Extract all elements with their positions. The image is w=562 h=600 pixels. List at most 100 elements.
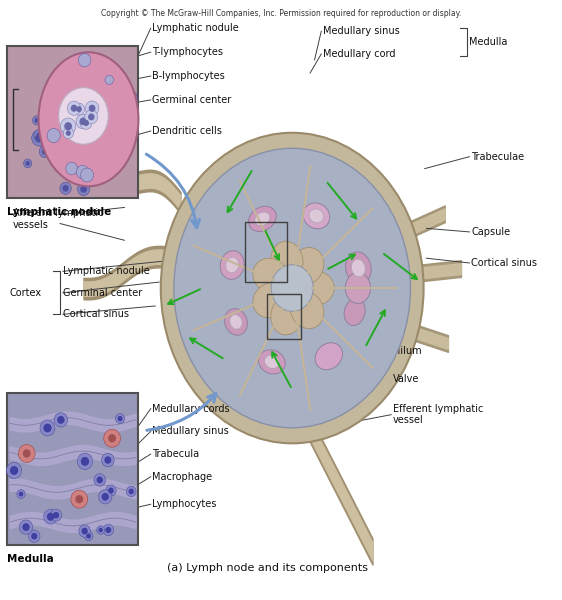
Circle shape <box>102 493 109 501</box>
Circle shape <box>33 116 41 125</box>
Ellipse shape <box>290 291 324 329</box>
Circle shape <box>83 120 89 126</box>
Circle shape <box>105 457 111 464</box>
Bar <box>7 392 138 545</box>
Circle shape <box>105 76 114 85</box>
Circle shape <box>66 59 81 75</box>
Ellipse shape <box>271 265 313 311</box>
Text: Germinal center: Germinal center <box>152 95 232 105</box>
Ellipse shape <box>248 206 276 232</box>
Text: Valve: Valve <box>393 374 419 384</box>
Text: Lymphatic nodule: Lymphatic nodule <box>7 208 111 217</box>
Text: Trabeculae: Trabeculae <box>471 152 524 161</box>
Text: Lymphatic nodule: Lymphatic nodule <box>63 266 149 277</box>
Text: Cortex: Cortex <box>10 288 42 298</box>
Circle shape <box>106 485 116 496</box>
Circle shape <box>71 490 88 508</box>
Circle shape <box>76 106 82 112</box>
Text: Medullary sinus: Medullary sinus <box>323 26 400 36</box>
Text: Afferent lymphatic
vessels: Afferent lymphatic vessels <box>12 208 103 230</box>
Circle shape <box>78 453 93 470</box>
Circle shape <box>79 525 90 537</box>
Circle shape <box>76 166 89 179</box>
Circle shape <box>102 453 114 467</box>
Circle shape <box>67 101 81 115</box>
Circle shape <box>25 161 30 166</box>
Circle shape <box>92 126 101 136</box>
Circle shape <box>97 526 105 535</box>
Circle shape <box>34 118 39 123</box>
Circle shape <box>80 116 92 130</box>
Ellipse shape <box>253 259 289 293</box>
Ellipse shape <box>351 259 365 277</box>
Circle shape <box>31 130 47 146</box>
Circle shape <box>66 162 78 175</box>
Circle shape <box>64 122 72 130</box>
Circle shape <box>84 146 97 160</box>
Text: Germinal center: Germinal center <box>63 288 142 298</box>
Circle shape <box>42 148 48 155</box>
Circle shape <box>19 491 23 497</box>
Circle shape <box>53 512 59 518</box>
Circle shape <box>74 88 84 98</box>
Ellipse shape <box>309 209 324 223</box>
Bar <box>267 294 301 339</box>
Circle shape <box>84 532 93 541</box>
Circle shape <box>80 168 93 182</box>
Circle shape <box>104 429 120 447</box>
Circle shape <box>34 130 46 142</box>
Circle shape <box>10 466 19 475</box>
Circle shape <box>97 476 103 484</box>
Ellipse shape <box>226 257 239 273</box>
Circle shape <box>112 434 117 439</box>
Circle shape <box>86 109 97 120</box>
Circle shape <box>39 129 49 140</box>
Ellipse shape <box>161 133 424 443</box>
Text: Medullary cord: Medullary cord <box>323 49 396 59</box>
Circle shape <box>22 523 30 531</box>
Circle shape <box>63 128 74 139</box>
Ellipse shape <box>271 241 303 280</box>
Circle shape <box>115 414 125 424</box>
Text: Efferent lymphatic
vessel: Efferent lymphatic vessel <box>393 404 483 425</box>
Ellipse shape <box>58 88 108 145</box>
Circle shape <box>41 124 51 134</box>
Circle shape <box>78 53 91 67</box>
Circle shape <box>43 424 52 433</box>
Circle shape <box>111 105 121 116</box>
Text: Capsule: Capsule <box>471 227 510 237</box>
Circle shape <box>111 432 119 441</box>
Text: Medulla: Medulla <box>469 37 507 47</box>
Ellipse shape <box>303 203 330 229</box>
Circle shape <box>44 509 57 524</box>
Circle shape <box>103 524 114 536</box>
Circle shape <box>76 90 81 96</box>
Circle shape <box>89 104 96 112</box>
Circle shape <box>54 413 67 427</box>
Ellipse shape <box>297 271 334 305</box>
Circle shape <box>39 145 51 158</box>
Circle shape <box>80 185 87 193</box>
Circle shape <box>17 490 25 499</box>
Ellipse shape <box>290 248 324 285</box>
Ellipse shape <box>230 314 242 329</box>
Ellipse shape <box>174 148 410 428</box>
Text: Cortical sinus: Cortical sinus <box>63 310 129 319</box>
Circle shape <box>108 487 114 494</box>
Circle shape <box>40 420 55 436</box>
Circle shape <box>110 135 119 144</box>
Circle shape <box>81 457 89 466</box>
Circle shape <box>85 110 98 124</box>
Text: Macrophage: Macrophage <box>152 472 212 482</box>
Text: Cortical sinus: Cortical sinus <box>471 258 537 268</box>
Ellipse shape <box>225 308 247 335</box>
Text: Lymphatic nodule: Lymphatic nodule <box>152 23 239 33</box>
Ellipse shape <box>259 350 285 374</box>
Ellipse shape <box>265 355 279 368</box>
Circle shape <box>23 449 30 458</box>
Circle shape <box>29 530 40 542</box>
Circle shape <box>98 490 112 504</box>
Text: Trabecula: Trabecula <box>152 449 200 459</box>
Circle shape <box>7 463 22 479</box>
Circle shape <box>78 182 90 196</box>
